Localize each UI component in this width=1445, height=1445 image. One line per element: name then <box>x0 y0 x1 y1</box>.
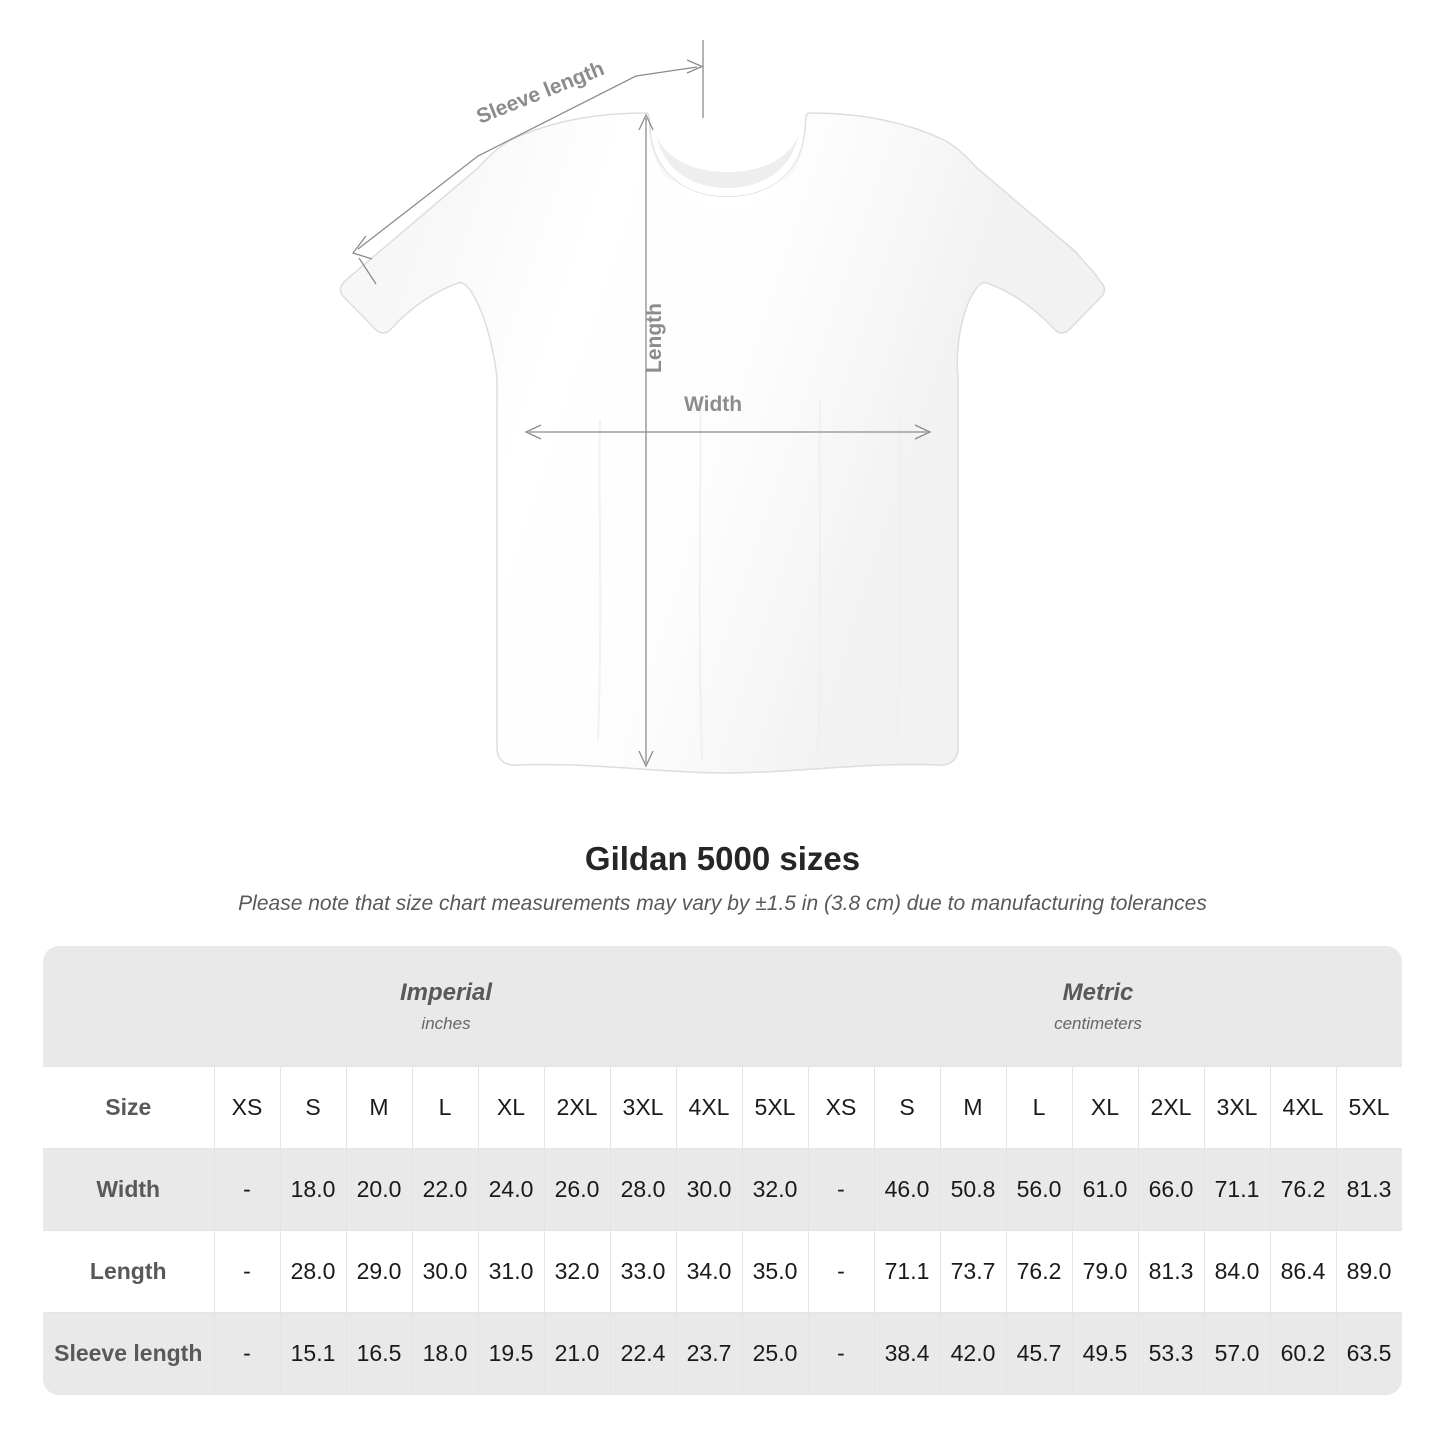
svg-text:Width: Width <box>684 393 742 416</box>
svg-text:Length: Length <box>643 303 666 373</box>
